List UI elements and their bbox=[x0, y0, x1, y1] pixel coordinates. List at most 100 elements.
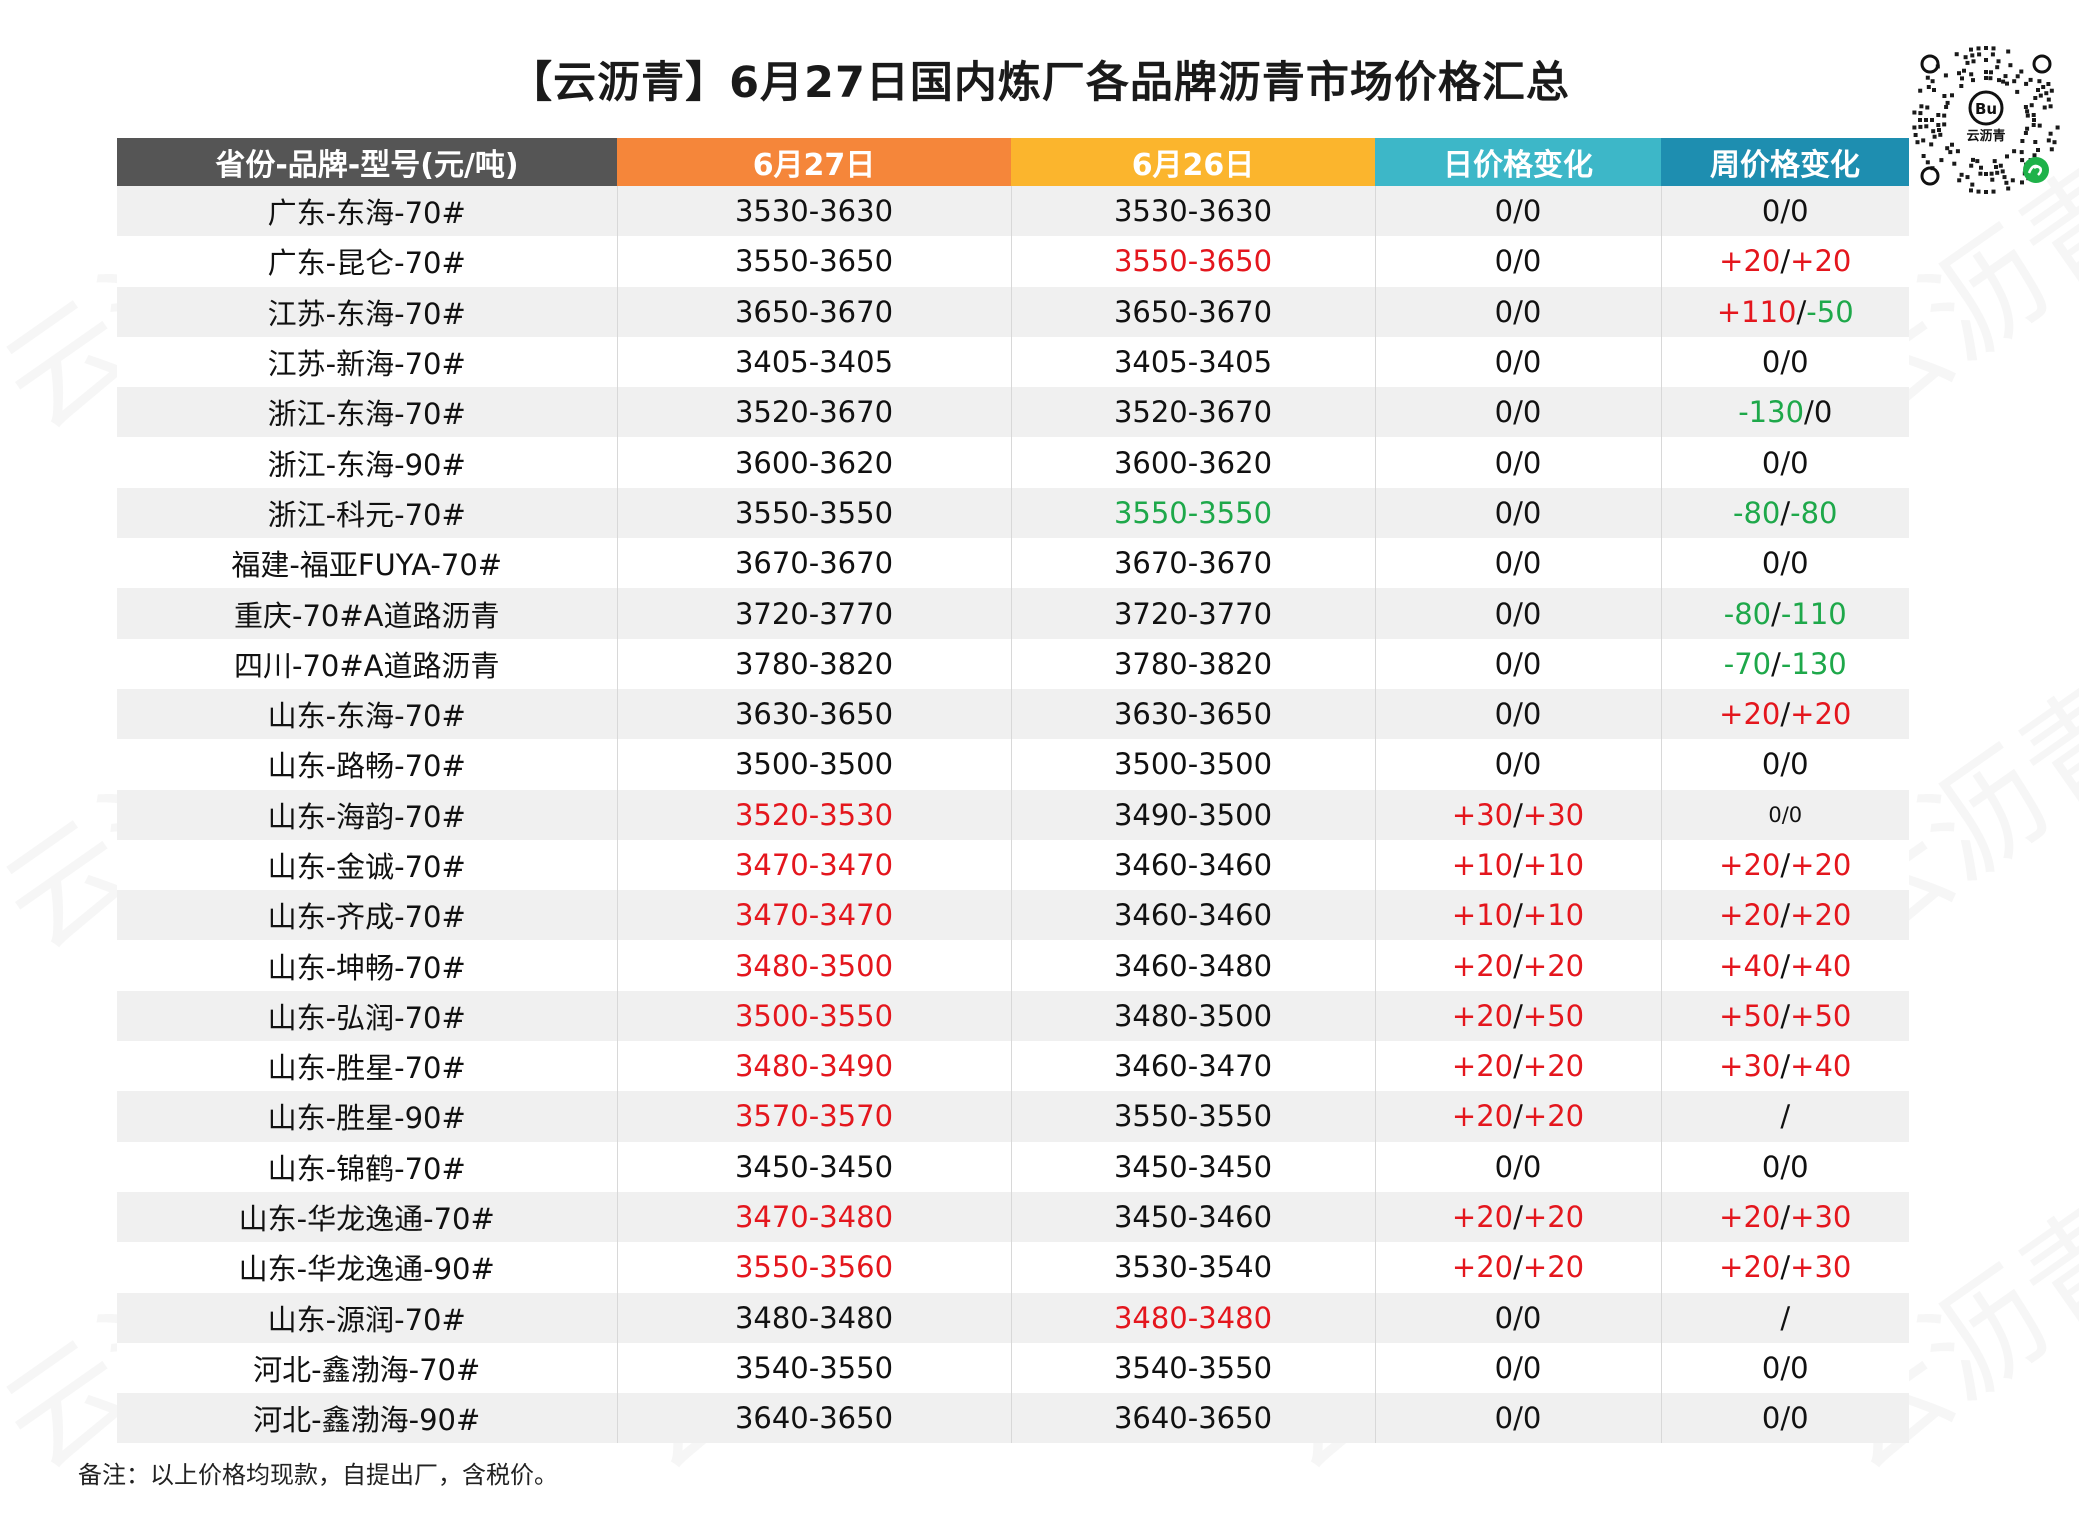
daily-change-low: 0 bbox=[1494, 1401, 1514, 1436]
daily-change-low: 0 bbox=[1494, 1149, 1514, 1184]
product-name: 河北-鑫渤海-90# bbox=[253, 1403, 481, 1438]
cell-name: 福建-福亚FUYA-70# bbox=[117, 538, 618, 589]
cell-daily-change: +20/+20 bbox=[1375, 1242, 1662, 1293]
header-jun26: 6月26日 bbox=[1011, 138, 1375, 186]
daily-change-low: +20 bbox=[1451, 1099, 1514, 1134]
cell-jun26: 3630-3650 bbox=[1011, 688, 1376, 740]
price-jun27: 3520-3530 bbox=[734, 797, 894, 832]
cell-jun27: 3670-3670 bbox=[617, 538, 1012, 589]
cell-weekly-change: 0/0 bbox=[1661, 186, 1909, 237]
product-name: 山东-胜星-90# bbox=[267, 1101, 466, 1136]
cell-weekly-change: -80/-110 bbox=[1661, 588, 1909, 639]
product-name: 山东-华龙逸通-90# bbox=[238, 1252, 495, 1287]
cell-name: 山东-锦鹤-70# bbox=[117, 1141, 618, 1192]
product-name: 河北-鑫渤海-70# bbox=[253, 1352, 481, 1387]
weekly-change-high: 0 bbox=[1790, 747, 1809, 782]
cell-jun26: 3460-3470 bbox=[1011, 1041, 1376, 1092]
cell-jun26: 3550-3550 bbox=[1011, 487, 1376, 539]
cell-daily-change: +30/+30 bbox=[1375, 789, 1662, 840]
daily-change-high: +20 bbox=[1522, 948, 1585, 983]
daily-change-low: +20 bbox=[1451, 1250, 1514, 1285]
weekly-change-low: -80 bbox=[1732, 495, 1781, 530]
price-jun26: 3630-3650 bbox=[1113, 697, 1273, 732]
price-jun26: 3460-3470 bbox=[1113, 1049, 1273, 1084]
cell-name: 四川-70#A道路沥青 bbox=[117, 638, 618, 689]
price-jun26: 3460-3460 bbox=[1113, 848, 1273, 882]
weekly-change-high: -110 bbox=[1780, 596, 1847, 631]
cell-weekly-change: / bbox=[1661, 1091, 1909, 1142]
cell-name: 广东-东海-70# bbox=[117, 186, 618, 237]
cell-name: 山东-海韵-70# bbox=[117, 789, 618, 840]
daily-change-high: 0 bbox=[1522, 294, 1542, 329]
cell-weekly-change: -70/-130 bbox=[1661, 638, 1909, 689]
daily-change-high: 0 bbox=[1522, 1401, 1542, 1436]
cell-daily-change: 0/0 bbox=[1375, 638, 1662, 689]
cell-daily-change: +10/+10 bbox=[1375, 890, 1662, 941]
table-row: 山东-华龙逸通-70# 3470-3480 3450-3460 +20/+20 +20/… bbox=[117, 1191, 1909, 1243]
cell-jun26: 3600-3620 bbox=[1011, 437, 1376, 488]
daily-change-low: 0 bbox=[1494, 294, 1514, 329]
cell-weekly-change: 0/0 bbox=[1661, 739, 1909, 790]
weekly-change-high: +20 bbox=[1790, 848, 1852, 882]
cell-weekly-change: +20/+20 bbox=[1661, 236, 1909, 287]
cell-jun26: 3640-3650 bbox=[1011, 1393, 1376, 1444]
cell-weekly-change: 0/0 bbox=[1661, 1141, 1909, 1192]
daily-change-low: 0 bbox=[1494, 244, 1514, 279]
cell-jun27: 3600-3620 bbox=[617, 437, 1012, 488]
daily-change-low: 0 bbox=[1494, 395, 1514, 430]
price-jun27: 3470-3470 bbox=[734, 898, 894, 933]
daily-change-low: 0 bbox=[1494, 445, 1514, 480]
cell-name: 江苏-新海-70# bbox=[117, 336, 618, 388]
weekly-change-high: +20 bbox=[1790, 697, 1852, 732]
cell-jun27: 3650-3670 bbox=[617, 286, 1012, 337]
price-jun27: 3500-3550 bbox=[734, 998, 894, 1033]
daily-change-low: 0 bbox=[1494, 194, 1514, 229]
cell-daily-change: +20/+50 bbox=[1375, 990, 1662, 1042]
table-row: 山东-金诚-70# 3470-3470 3460-3460 +10/+10 +20/+2… bbox=[117, 839, 1909, 891]
cell-name: 山东-华龙逸通-90# bbox=[117, 1242, 618, 1293]
daily-change-high: 0 bbox=[1522, 596, 1542, 631]
cell-jun27: 3480-3500 bbox=[617, 940, 1012, 991]
cell-jun26: 3405-3405 bbox=[1011, 336, 1376, 388]
weekly-change-high: +20 bbox=[1790, 898, 1852, 933]
price-jun27: 3480-3500 bbox=[734, 948, 894, 983]
daily-change-high: 0 bbox=[1522, 445, 1542, 480]
daily-change-high: 0 bbox=[1522, 1350, 1542, 1385]
cell-daily-change: 0/0 bbox=[1375, 487, 1662, 539]
price-jun27: 3640-3650 bbox=[734, 1401, 894, 1436]
price-jun26: 3600-3620 bbox=[1113, 445, 1273, 480]
daily-change-high: 0 bbox=[1522, 1300, 1542, 1335]
daily-change-high: +20 bbox=[1522, 1200, 1585, 1235]
product-name: 山东-胜星-70# bbox=[267, 1051, 466, 1086]
cell-jun26: 3460-3480 bbox=[1011, 940, 1376, 991]
table-row: 山东-胜星-70# 3480-3490 3460-3470 +20/+20 +30/+4… bbox=[117, 1041, 1909, 1092]
weekly-change-high: 0 bbox=[1788, 802, 1803, 827]
cell-weekly-change: 0/0 bbox=[1661, 1393, 1909, 1444]
price-jun27: 3720-3770 bbox=[734, 596, 894, 631]
product-name: 浙江-东海-90# bbox=[267, 447, 466, 482]
cell-daily-change: +10/+10 bbox=[1375, 839, 1662, 891]
price-jun26: 3640-3650 bbox=[1113, 1401, 1273, 1436]
cell-jun26: 3550-3650 bbox=[1011, 236, 1376, 287]
weekly-change-low: 0 bbox=[1761, 747, 1781, 782]
cell-daily-change: 0/0 bbox=[1375, 286, 1662, 337]
weekly-change-low: 0 bbox=[1761, 546, 1781, 581]
cell-jun27: 3500-3500 bbox=[617, 739, 1012, 790]
daily-change-low: +20 bbox=[1451, 1049, 1514, 1084]
price-jun26: 3550-3650 bbox=[1113, 244, 1273, 279]
price-jun27: 3530-3630 bbox=[734, 194, 894, 229]
cell-jun26: 3500-3500 bbox=[1011, 739, 1376, 790]
price-jun26: 3480-3500 bbox=[1113, 998, 1273, 1033]
cell-jun26: 3450-3460 bbox=[1011, 1191, 1376, 1243]
price-jun27: 3550-3560 bbox=[734, 1250, 894, 1285]
cell-jun27: 3550-3560 bbox=[617, 1242, 1012, 1293]
product-name: 山东-弘润-70# bbox=[267, 1000, 466, 1035]
product-name: 山东-华龙逸通-70# bbox=[238, 1202, 495, 1237]
table-row: 山东-华龙逸通-90# 3550-3560 3530-3540 +20/+20 +20/… bbox=[117, 1242, 1909, 1293]
table-row: 山东-海韵-70# 3520-3530 3490-3500 +30/+30 0/0 bbox=[117, 789, 1909, 840]
weekly-change-low: +30 bbox=[1719, 1049, 1781, 1084]
product-name: 山东-坤畅-70# bbox=[267, 950, 466, 985]
cell-jun26: 3540-3550 bbox=[1011, 1342, 1376, 1394]
footnote: 备注：以上价格均现款，自提出厂，含税价。 bbox=[78, 1461, 558, 1489]
weekly-change-high: +40 bbox=[1790, 1049, 1852, 1084]
